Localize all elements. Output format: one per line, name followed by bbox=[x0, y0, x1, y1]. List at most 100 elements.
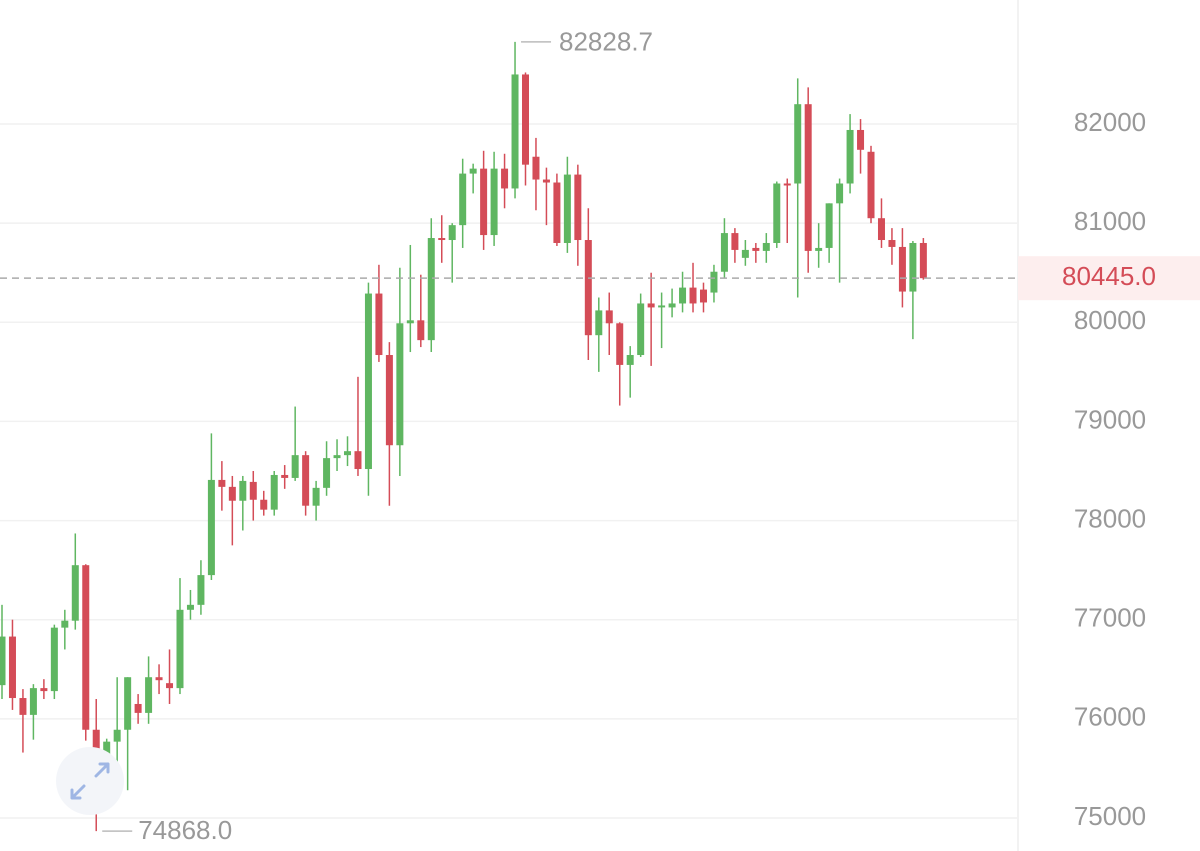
candle-body bbox=[166, 683, 174, 689]
candle-body bbox=[50, 627, 58, 692]
y-tick-label: 77000 bbox=[1074, 603, 1146, 633]
expand-button-bg bbox=[56, 747, 124, 815]
candle-body bbox=[438, 238, 446, 241]
candle-body bbox=[490, 168, 498, 236]
candle-body bbox=[699, 289, 707, 303]
high-marker-label: 82828.7 bbox=[559, 27, 653, 57]
candle-body bbox=[71, 565, 79, 621]
candle-body bbox=[919, 242, 927, 279]
candle-body bbox=[804, 104, 812, 251]
candle-body bbox=[616, 323, 624, 365]
candle-body bbox=[584, 240, 592, 336]
candle-body bbox=[563, 174, 571, 243]
expand-icon bbox=[70, 762, 110, 800]
candle-body bbox=[857, 129, 865, 150]
candle-body bbox=[218, 479, 226, 487]
candle-body bbox=[825, 203, 833, 248]
candle-body bbox=[323, 458, 331, 488]
candle-body bbox=[877, 218, 885, 241]
y-tick-label: 78000 bbox=[1074, 503, 1146, 533]
candle-body bbox=[762, 242, 770, 251]
candle-body bbox=[281, 474, 289, 478]
candle-body bbox=[595, 310, 603, 336]
candle-body bbox=[406, 320, 414, 324]
candle-body bbox=[679, 287, 687, 304]
candle-body bbox=[689, 287, 697, 304]
last-price-label: 80445.0 bbox=[1062, 261, 1156, 291]
candle-body bbox=[658, 305, 666, 308]
candle-body bbox=[522, 74, 529, 165]
low-marker-label: 74868.0 bbox=[138, 815, 232, 845]
candle-body bbox=[647, 303, 655, 308]
candle-body bbox=[836, 183, 844, 204]
candle-body bbox=[134, 703, 142, 713]
candle-body bbox=[909, 242, 917, 292]
candle-body bbox=[417, 320, 425, 341]
candle-body bbox=[228, 486, 236, 501]
y-tick-label: 80000 bbox=[1074, 305, 1146, 335]
candle-body bbox=[794, 104, 802, 184]
candle-body bbox=[867, 151, 875, 219]
candle-body bbox=[239, 480, 247, 501]
candle-body bbox=[815, 247, 823, 251]
y-tick-label: 76000 bbox=[1074, 702, 1146, 732]
candle-body bbox=[574, 174, 582, 241]
candle-body bbox=[302, 455, 310, 506]
candle-body bbox=[553, 182, 561, 243]
candle-body bbox=[354, 451, 362, 470]
candle-body bbox=[8, 636, 16, 699]
candle-body bbox=[270, 474, 278, 510]
candle-body bbox=[448, 225, 456, 241]
candle-body bbox=[542, 179, 550, 183]
candle-body bbox=[532, 156, 540, 180]
candle-body bbox=[637, 303, 645, 356]
candle-body bbox=[113, 729, 121, 742]
candle-body bbox=[720, 233, 728, 272]
candle-body bbox=[40, 688, 48, 692]
candle-body bbox=[375, 293, 383, 356]
y-tick-label: 75000 bbox=[1074, 801, 1146, 831]
candle-body bbox=[511, 74, 519, 189]
candle-body bbox=[333, 455, 341, 459]
candle-body bbox=[626, 355, 634, 365]
candle-body bbox=[710, 271, 718, 293]
candle-body bbox=[260, 499, 268, 510]
candle-body bbox=[605, 310, 613, 324]
candle-body bbox=[364, 293, 372, 470]
candle-body bbox=[427, 238, 435, 341]
candle-body bbox=[773, 183, 781, 243]
candle-body bbox=[176, 609, 184, 689]
last-price-box bbox=[1018, 256, 1200, 301]
candle-body bbox=[731, 233, 739, 250]
candle-body bbox=[197, 575, 205, 605]
candle-body bbox=[668, 303, 676, 308]
candle-body bbox=[888, 240, 896, 247]
candle-body bbox=[385, 355, 393, 446]
candle-body bbox=[145, 677, 153, 713]
candle-body bbox=[82, 565, 90, 730]
candle-body bbox=[783, 183, 791, 186]
candle-body bbox=[846, 129, 854, 184]
candle-body bbox=[291, 455, 299, 478]
candle-body bbox=[312, 487, 320, 506]
candle-body bbox=[19, 698, 27, 715]
candle-body bbox=[480, 168, 488, 236]
candle-body bbox=[61, 620, 69, 628]
candle-body bbox=[501, 168, 509, 189]
candle-body bbox=[29, 688, 37, 715]
y-tick-label: 82000 bbox=[1074, 107, 1146, 137]
candle-body bbox=[344, 451, 352, 456]
candle-body bbox=[741, 249, 749, 258]
candle-body bbox=[469, 168, 477, 174]
candle-body bbox=[898, 246, 906, 292]
candle-body bbox=[207, 479, 215, 576]
candle-body bbox=[396, 323, 404, 446]
candle-body bbox=[249, 481, 257, 500]
candle-body bbox=[459, 173, 467, 226]
expand-button[interactable] bbox=[56, 747, 124, 815]
candle-body bbox=[155, 677, 163, 681]
candle-body bbox=[752, 247, 760, 251]
candle-body bbox=[0, 636, 6, 686]
candle-body bbox=[186, 604, 194, 610]
